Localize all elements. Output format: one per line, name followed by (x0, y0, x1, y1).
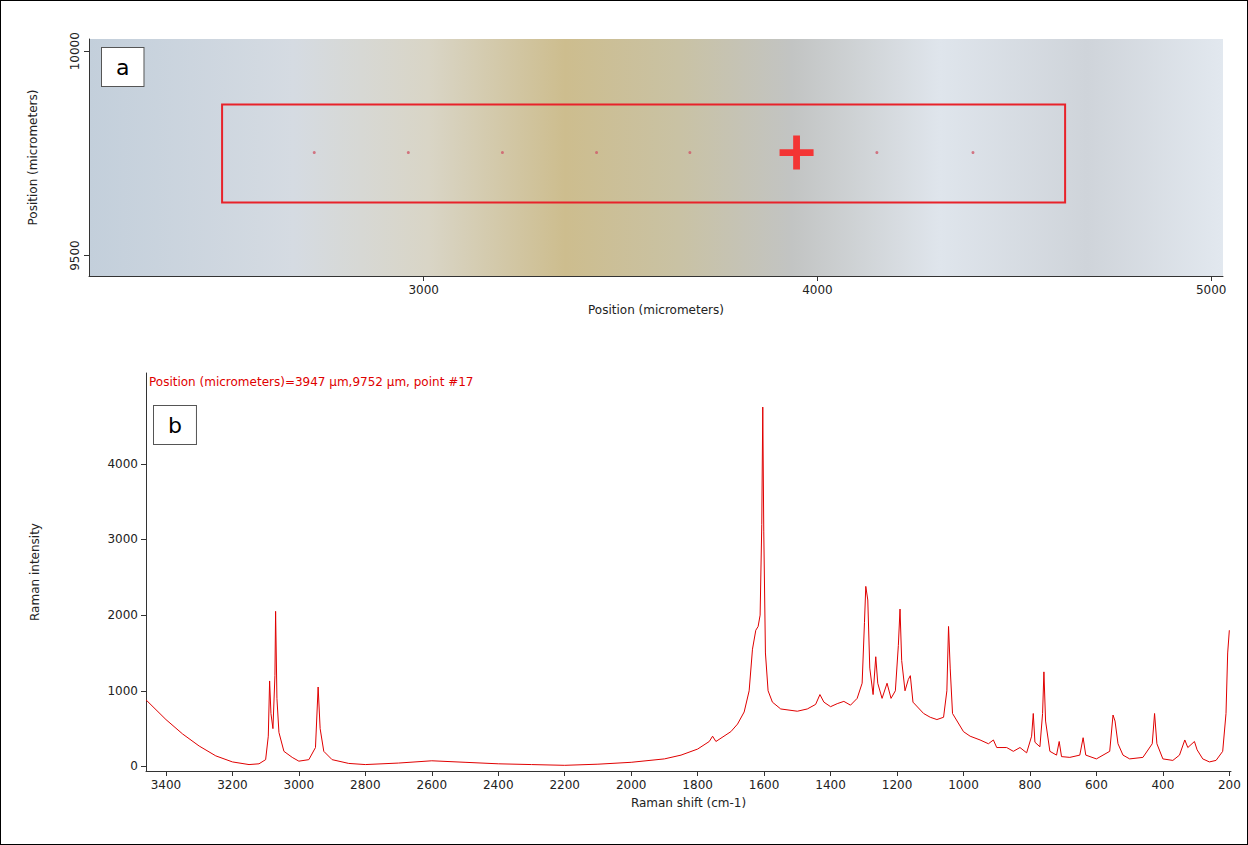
svg-text:1400: 1400 (815, 778, 846, 792)
svg-text:1800: 1800 (682, 778, 713, 792)
svg-text:Position (micrometers): Position (micrometers) (588, 303, 724, 317)
svg-text:2400: 2400 (483, 778, 514, 792)
svg-text:2000: 2000 (107, 608, 138, 622)
svg-text:600: 600 (1085, 778, 1108, 792)
svg-text:a: a (116, 55, 129, 80)
svg-text:4000: 4000 (107, 457, 138, 471)
svg-text:3000: 3000 (408, 283, 439, 297)
svg-text:b: b (168, 413, 182, 438)
svg-text:1200: 1200 (882, 778, 913, 792)
svg-text:Raman shift (cm-1): Raman shift (cm-1) (631, 796, 746, 810)
svg-text:800: 800 (1018, 778, 1041, 792)
svg-text:5000: 5000 (1196, 283, 1227, 297)
svg-text:3000: 3000 (107, 532, 138, 546)
svg-text:1000: 1000 (948, 778, 979, 792)
svg-text:2600: 2600 (417, 778, 448, 792)
svg-text:3400: 3400 (151, 778, 182, 792)
svg-text:Position (micrometers): Position (micrometers) (26, 90, 40, 226)
svg-text:0: 0 (130, 759, 138, 773)
svg-text:1600: 1600 (749, 778, 780, 792)
svg-text:3000: 3000 (284, 778, 315, 792)
svg-text:400: 400 (1151, 778, 1174, 792)
svg-text:4000: 4000 (802, 283, 833, 297)
svg-text:200: 200 (1218, 778, 1241, 792)
svg-text:2200: 2200 (549, 778, 580, 792)
svg-text:1000: 1000 (107, 684, 138, 698)
svg-text:Position (micrometers)=3947 µm: Position (micrometers)=3947 µm,9752 µm, … (149, 375, 473, 389)
svg-text:10000: 10000 (68, 32, 82, 70)
svg-text:9500: 9500 (68, 240, 82, 271)
svg-text:Raman intensity: Raman intensity (28, 523, 42, 621)
svg-text:2800: 2800 (350, 778, 381, 792)
svg-text:2000: 2000 (616, 778, 647, 792)
svg-text:3200: 3200 (217, 778, 248, 792)
